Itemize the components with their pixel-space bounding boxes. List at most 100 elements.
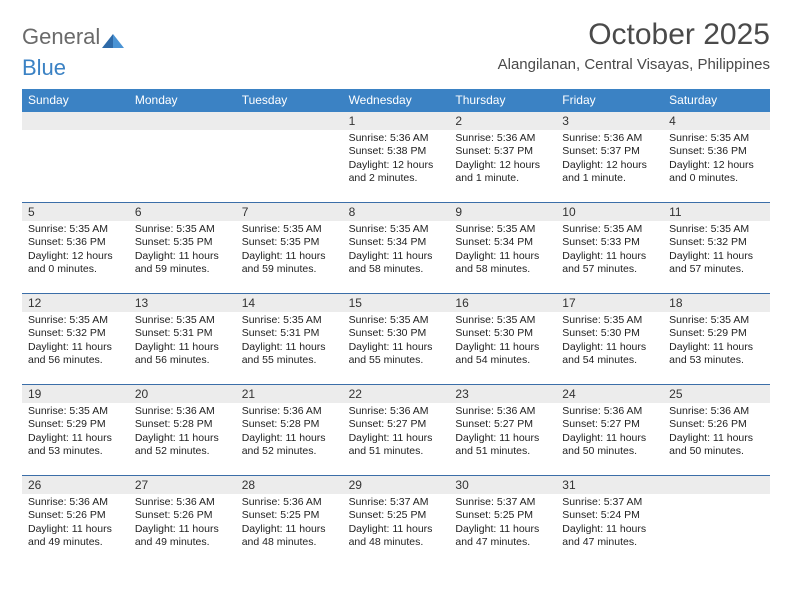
day-cell: 16Sunrise: 5:35 AMSunset: 5:30 PMDayligh… xyxy=(449,294,556,384)
day-number: 22 xyxy=(343,385,450,403)
daylight-line: Daylight: 12 hours and 0 minutes. xyxy=(28,250,123,277)
daylight-line: Daylight: 11 hours and 49 minutes. xyxy=(135,523,230,550)
day-cell: 21Sunrise: 5:36 AMSunset: 5:28 PMDayligh… xyxy=(236,385,343,475)
weekday-header: Sunday xyxy=(22,89,129,112)
day-body: Sunrise: 5:35 AMSunset: 5:31 PMDaylight:… xyxy=(236,312,343,372)
day-body: Sunrise: 5:35 AMSunset: 5:29 PMDaylight:… xyxy=(663,312,770,372)
sunrise-line: Sunrise: 5:36 AM xyxy=(135,496,230,509)
day-cell: 15Sunrise: 5:35 AMSunset: 5:30 PMDayligh… xyxy=(343,294,450,384)
day-cell xyxy=(129,112,236,202)
sunrise-line: Sunrise: 5:35 AM xyxy=(28,314,123,327)
day-number: 28 xyxy=(236,476,343,494)
week-row: 5Sunrise: 5:35 AMSunset: 5:36 PMDaylight… xyxy=(22,202,770,293)
sunrise-line: Sunrise: 5:36 AM xyxy=(455,132,550,145)
day-number: 4 xyxy=(663,112,770,130)
daylight-line: Daylight: 11 hours and 59 minutes. xyxy=(135,250,230,277)
daylight-line: Daylight: 11 hours and 54 minutes. xyxy=(562,341,657,368)
day-cell: 11Sunrise: 5:35 AMSunset: 5:32 PMDayligh… xyxy=(663,203,770,293)
daylight-line: Daylight: 11 hours and 52 minutes. xyxy=(135,432,230,459)
day-body: Sunrise: 5:37 AMSunset: 5:24 PMDaylight:… xyxy=(556,494,663,554)
sunset-line: Sunset: 5:27 PM xyxy=(455,418,550,431)
sunrise-line: Sunrise: 5:35 AM xyxy=(135,223,230,236)
day-body: Sunrise: 5:36 AMSunset: 5:38 PMDaylight:… xyxy=(343,130,450,190)
day-cell: 3Sunrise: 5:36 AMSunset: 5:37 PMDaylight… xyxy=(556,112,663,202)
day-body: Sunrise: 5:35 AMSunset: 5:30 PMDaylight:… xyxy=(449,312,556,372)
day-number: 20 xyxy=(129,385,236,403)
sunset-line: Sunset: 5:36 PM xyxy=(28,236,123,249)
sunrise-line: Sunrise: 5:36 AM xyxy=(455,405,550,418)
day-cell: 23Sunrise: 5:36 AMSunset: 5:27 PMDayligh… xyxy=(449,385,556,475)
sunrise-line: Sunrise: 5:35 AM xyxy=(455,314,550,327)
sunrise-line: Sunrise: 5:35 AM xyxy=(669,132,764,145)
sunrise-line: Sunrise: 5:37 AM xyxy=(349,496,444,509)
location-subtitle: Alangilanan, Central Visayas, Philippine… xyxy=(498,56,770,73)
daylight-line: Daylight: 11 hours and 55 minutes. xyxy=(242,341,337,368)
day-body: Sunrise: 5:36 AMSunset: 5:27 PMDaylight:… xyxy=(449,403,556,463)
day-number: 13 xyxy=(129,294,236,312)
daylight-line: Daylight: 12 hours and 2 minutes. xyxy=(349,159,444,186)
day-cell xyxy=(22,112,129,202)
day-cell: 25Sunrise: 5:36 AMSunset: 5:26 PMDayligh… xyxy=(663,385,770,475)
sunrise-line: Sunrise: 5:35 AM xyxy=(562,223,657,236)
day-number: 9 xyxy=(449,203,556,221)
daylight-line: Daylight: 11 hours and 47 minutes. xyxy=(455,523,550,550)
day-number: 5 xyxy=(22,203,129,221)
day-number: 8 xyxy=(343,203,450,221)
sunset-line: Sunset: 5:31 PM xyxy=(242,327,337,340)
day-number: 16 xyxy=(449,294,556,312)
sunrise-line: Sunrise: 5:36 AM xyxy=(349,405,444,418)
day-number: 25 xyxy=(663,385,770,403)
weekday-header: Friday xyxy=(556,89,663,112)
weekday-header: Tuesday xyxy=(236,89,343,112)
day-cell: 13Sunrise: 5:35 AMSunset: 5:31 PMDayligh… xyxy=(129,294,236,384)
day-cell: 2Sunrise: 5:36 AMSunset: 5:37 PMDaylight… xyxy=(449,112,556,202)
day-body: Sunrise: 5:35 AMSunset: 5:36 PMDaylight:… xyxy=(22,221,129,281)
daylight-line: Daylight: 11 hours and 54 minutes. xyxy=(455,341,550,368)
calendar-page: General October 2025 Alangilanan, Centra… xyxy=(0,0,792,578)
day-number: 1 xyxy=(343,112,450,130)
day-number: 19 xyxy=(22,385,129,403)
day-body: Sunrise: 5:35 AMSunset: 5:35 PMDaylight:… xyxy=(129,221,236,281)
sunset-line: Sunset: 5:26 PM xyxy=(28,509,123,522)
sunset-line: Sunset: 5:32 PM xyxy=(669,236,764,249)
day-body: Sunrise: 5:35 AMSunset: 5:34 PMDaylight:… xyxy=(449,221,556,281)
sunset-line: Sunset: 5:25 PM xyxy=(242,509,337,522)
sunset-line: Sunset: 5:37 PM xyxy=(562,145,657,158)
day-cell: 29Sunrise: 5:37 AMSunset: 5:25 PMDayligh… xyxy=(343,476,450,566)
day-number: 17 xyxy=(556,294,663,312)
day-number: 14 xyxy=(236,294,343,312)
day-body: Sunrise: 5:36 AMSunset: 5:37 PMDaylight:… xyxy=(449,130,556,190)
sunset-line: Sunset: 5:29 PM xyxy=(669,327,764,340)
day-body: Sunrise: 5:36 AMSunset: 5:25 PMDaylight:… xyxy=(236,494,343,554)
daylight-line: Daylight: 11 hours and 56 minutes. xyxy=(28,341,123,368)
sunrise-line: Sunrise: 5:35 AM xyxy=(349,223,444,236)
day-body: Sunrise: 5:36 AMSunset: 5:27 PMDaylight:… xyxy=(556,403,663,463)
sunset-line: Sunset: 5:37 PM xyxy=(455,145,550,158)
daylight-line: Daylight: 11 hours and 49 minutes. xyxy=(28,523,123,550)
daylight-line: Daylight: 11 hours and 51 minutes. xyxy=(349,432,444,459)
day-number: 6 xyxy=(129,203,236,221)
day-number: 24 xyxy=(556,385,663,403)
sunrise-line: Sunrise: 5:36 AM xyxy=(242,496,337,509)
sunset-line: Sunset: 5:28 PM xyxy=(135,418,230,431)
sunrise-line: Sunrise: 5:35 AM xyxy=(242,223,337,236)
day-number: 21 xyxy=(236,385,343,403)
daylight-line: Daylight: 11 hours and 55 minutes. xyxy=(349,341,444,368)
month-title: October 2025 xyxy=(498,18,770,52)
day-number xyxy=(129,112,236,130)
day-body: Sunrise: 5:35 AMSunset: 5:29 PMDaylight:… xyxy=(22,403,129,463)
weekday-header: Saturday xyxy=(663,89,770,112)
day-body: Sunrise: 5:37 AMSunset: 5:25 PMDaylight:… xyxy=(449,494,556,554)
weeks-container: 1Sunrise: 5:36 AMSunset: 5:38 PMDaylight… xyxy=(22,112,770,566)
day-cell: 7Sunrise: 5:35 AMSunset: 5:35 PMDaylight… xyxy=(236,203,343,293)
day-number: 31 xyxy=(556,476,663,494)
sunset-line: Sunset: 5:24 PM xyxy=(562,509,657,522)
day-cell: 5Sunrise: 5:35 AMSunset: 5:36 PMDaylight… xyxy=(22,203,129,293)
sunset-line: Sunset: 5:25 PM xyxy=(455,509,550,522)
day-body: Sunrise: 5:35 AMSunset: 5:36 PMDaylight:… xyxy=(663,130,770,190)
day-body: Sunrise: 5:36 AMSunset: 5:26 PMDaylight:… xyxy=(22,494,129,554)
weekday-header: Monday xyxy=(129,89,236,112)
day-body: Sunrise: 5:36 AMSunset: 5:28 PMDaylight:… xyxy=(236,403,343,463)
day-body: Sunrise: 5:35 AMSunset: 5:30 PMDaylight:… xyxy=(343,312,450,372)
daylight-line: Daylight: 11 hours and 50 minutes. xyxy=(669,432,764,459)
